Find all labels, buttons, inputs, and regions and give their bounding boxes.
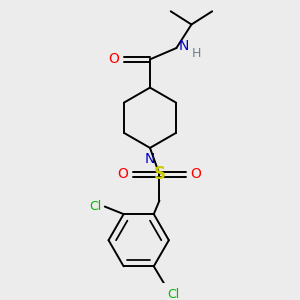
Text: N: N xyxy=(145,152,155,166)
Text: H: H xyxy=(191,47,201,60)
Text: S: S xyxy=(153,165,165,183)
Text: O: O xyxy=(108,52,119,66)
Text: N: N xyxy=(178,39,189,53)
Text: O: O xyxy=(118,167,128,181)
Text: Cl: Cl xyxy=(89,200,101,213)
Text: Cl: Cl xyxy=(167,288,179,300)
Text: O: O xyxy=(190,167,201,181)
